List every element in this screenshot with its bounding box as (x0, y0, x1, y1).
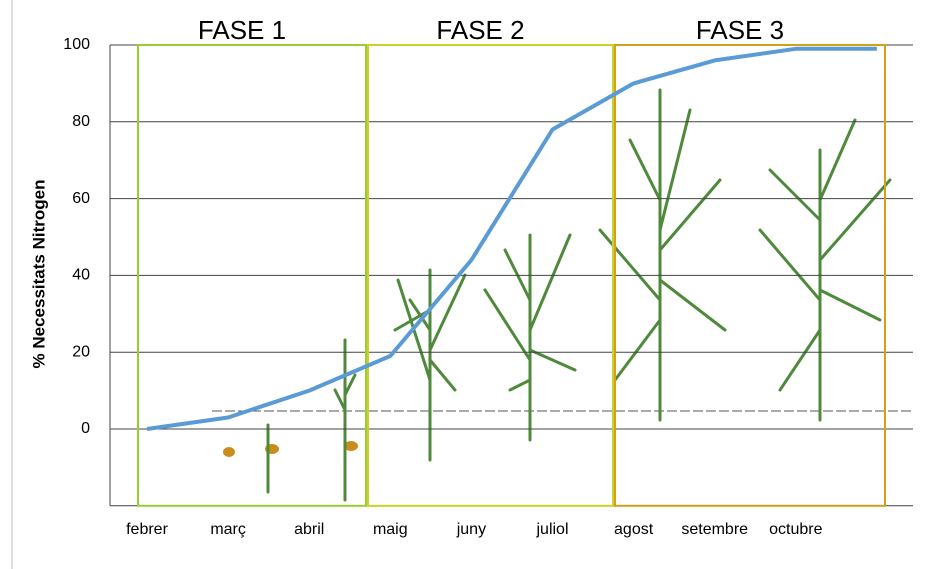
x-tick-label: maig (373, 521, 408, 538)
x-tick-label: setembre (681, 521, 748, 538)
x-tick-label: juny (456, 521, 486, 538)
chart: % Necessitats Nitrogen 0 20 40 60 80 100 FASE … (0, 0, 934, 569)
x-tick-label: abril (294, 521, 324, 538)
y-tick-label: 60 (72, 190, 90, 207)
y-tick-label: 20 (72, 343, 90, 360)
plant-illustrations (223, 90, 890, 500)
phase-label: FASE 2 (436, 15, 524, 45)
y-tick-label: 40 (72, 267, 90, 284)
phase-label: FASE 1 (198, 15, 286, 45)
x-tick-label: octubre (769, 521, 822, 538)
y-tick-label: 80 (72, 113, 90, 130)
y-axis-title: % Necessitats Nitrogen (29, 180, 48, 369)
phase-label: FASE 3 (696, 15, 784, 45)
x-tick-label: juliol (535, 521, 568, 538)
x-tick-label: febrer (126, 521, 168, 538)
y-tick-label: 100 (63, 36, 90, 53)
frame (12, 0, 934, 569)
y-tick-label: 0 (81, 420, 90, 437)
x-tick-label: març (210, 521, 246, 538)
page: % Necessitats Nitrogen 0 20 40 60 80 100 FASE … (0, 0, 934, 569)
x-tick-label: agost (614, 521, 654, 538)
